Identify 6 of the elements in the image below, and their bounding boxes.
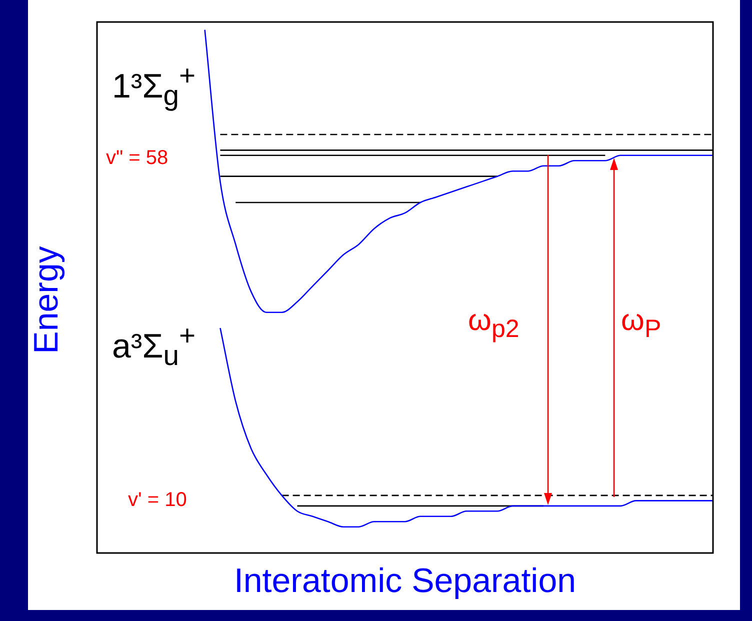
annotation: ω$_{p2}$ (468, 304, 520, 343)
annotation: ω$_{P}$ (621, 304, 662, 343)
x-axis-title: Interatomic Separation (232, 562, 578, 601)
annotation: v' = 10 (128, 489, 187, 511)
annotation: v" = 58 (106, 147, 168, 169)
y-axis-title: Energy (28, 246, 66, 354)
